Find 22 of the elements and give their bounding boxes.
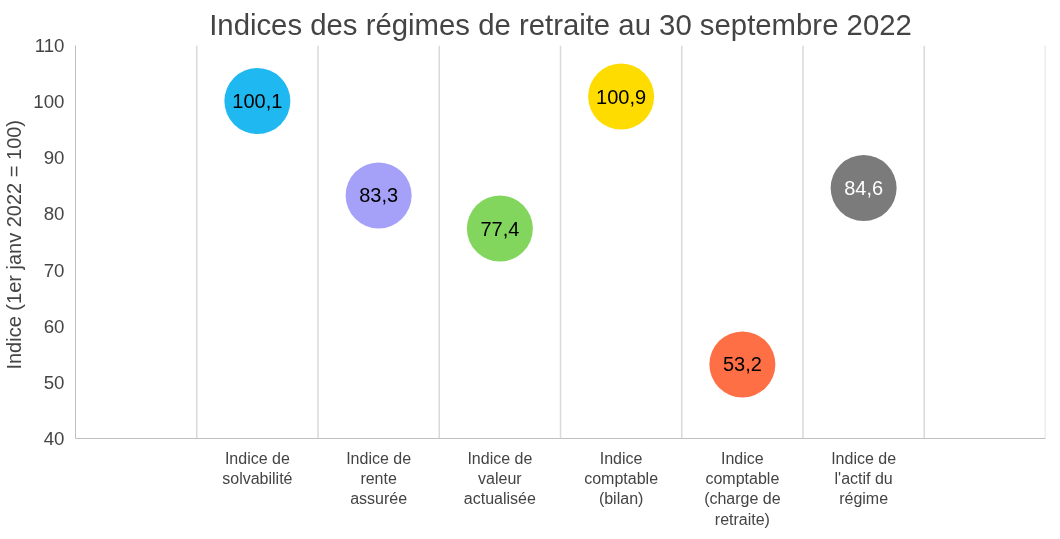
- y-tick-label: 90: [43, 147, 65, 169]
- x-tick-label: Indice de solvabilité: [222, 449, 293, 487]
- y-tick-label: 40: [43, 428, 65, 449]
- data-label: 100,1: [232, 90, 283, 113]
- x-tick-label: Indice comptable (bilan): [584, 449, 659, 508]
- y-tick-label: 50: [43, 371, 65, 393]
- y-tick-label: 60: [43, 315, 65, 337]
- y-tick-label: 110: [34, 35, 65, 56]
- chart-title: Indices des régimes de retraite au 30 septembre 2022: [209, 7, 912, 41]
- data-label: 77,4: [480, 217, 520, 240]
- x-tick-label: Indice comptable (charge de retraite): [704, 449, 781, 528]
- y-axis-title: Indice (1er janv 2022 = 100): [3, 119, 26, 370]
- y-tick-label: 100: [33, 91, 65, 113]
- data-label: 84,6: [844, 177, 884, 200]
- data-label: 100,9: [596, 85, 647, 108]
- x-tick-label: Indice de l'actif du régime: [831, 449, 897, 508]
- data-label: 53,2: [722, 353, 762, 376]
- x-tick-label: Indice de valeur actualisée: [463, 449, 536, 508]
- data-label: 83,3: [359, 184, 399, 207]
- x-tick-label: Indice de rente assurée: [346, 449, 412, 508]
- y-tick-label: 70: [43, 259, 65, 281]
- y-tick-label: 80: [43, 203, 65, 225]
